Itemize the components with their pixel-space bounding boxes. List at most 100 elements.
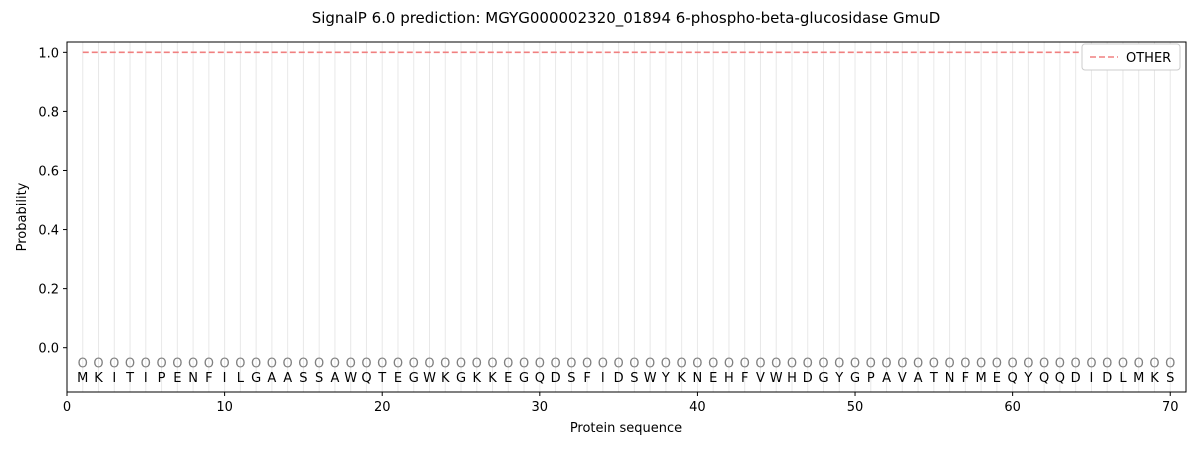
residue-letter: T	[125, 371, 134, 386]
residue-letter: D	[551, 371, 561, 386]
residue-label: O	[440, 356, 450, 371]
residue-label: O	[755, 356, 765, 371]
residue-letter: M	[77, 371, 88, 386]
residue-letter: F	[205, 371, 212, 386]
residue-letter: E	[504, 371, 512, 386]
residue-letter: G	[409, 371, 419, 386]
residue-letter: E	[173, 371, 181, 386]
residue-label: O	[456, 356, 466, 371]
residue-label: O	[235, 356, 245, 371]
residue-label: O	[881, 356, 891, 371]
residue-letter: N	[188, 371, 198, 386]
residue-letter: Q	[1055, 371, 1065, 386]
residue-label: O	[1071, 356, 1081, 371]
residue-label: O	[283, 356, 293, 371]
residue-letter: K	[1150, 371, 1159, 386]
residue-label: O	[314, 356, 324, 371]
residue-label: O	[944, 356, 954, 371]
residue-label: O	[424, 356, 434, 371]
residue-label: O	[472, 356, 482, 371]
residue-letter: S	[567, 371, 575, 386]
residue-label: O	[724, 356, 734, 371]
residue-letter: A	[882, 371, 891, 386]
residue-letter: Q	[535, 371, 545, 386]
residue-letter: P	[867, 371, 875, 386]
residue-label: O	[1149, 356, 1159, 371]
x-tick-label: 60	[1004, 400, 1021, 415]
residue-label: O	[188, 356, 198, 371]
x-tick-label: 0	[63, 400, 71, 415]
residue-label: O	[330, 356, 340, 371]
residue-label: O	[771, 356, 781, 371]
residue-label: O	[267, 356, 277, 371]
residue-label: O	[251, 356, 261, 371]
residue-label: O	[598, 356, 608, 371]
y-axis-label: Probability	[15, 182, 30, 251]
residue-label: O	[219, 356, 229, 371]
residue-letter: G	[850, 371, 860, 386]
chart-title: SignalP 6.0 prediction: MGYG000002320_01…	[312, 9, 941, 28]
residue-letter: D	[614, 371, 624, 386]
residue-letter: Y	[1023, 371, 1032, 386]
residue-letter: D	[803, 371, 813, 386]
x-tick-label: 20	[374, 400, 391, 415]
residue-label: O	[787, 356, 797, 371]
residue-letter: G	[519, 371, 529, 386]
residue-label: O	[141, 356, 151, 371]
residue-letter: I	[1090, 371, 1094, 386]
residue-label: O	[834, 356, 844, 371]
y-tick-label: 0.4	[38, 224, 59, 239]
residue-label: O	[535, 356, 545, 371]
residue-letter: K	[488, 371, 497, 386]
x-tick-label: 50	[847, 400, 864, 415]
residue-letter: K	[473, 371, 482, 386]
residue-label: O	[1165, 356, 1175, 371]
residue-letter: K	[94, 371, 103, 386]
residue-label: O	[929, 356, 939, 371]
legend-label: OTHER	[1126, 51, 1171, 66]
x-axis-label: Protein sequence	[570, 421, 682, 436]
y-tick-label: 0.6	[38, 164, 59, 179]
residue-letter: I	[112, 371, 116, 386]
residue-label: O	[1055, 356, 1065, 371]
residue-label: O	[298, 356, 308, 371]
residue-label: O	[1134, 356, 1144, 371]
residue-label: O	[850, 356, 860, 371]
residue-label: O	[566, 356, 576, 371]
residue-letter: S	[630, 371, 638, 386]
x-tick-label: 40	[689, 400, 706, 415]
residue-letter: T	[929, 371, 938, 386]
residue-label: O	[78, 356, 88, 371]
residue-label: O	[109, 356, 119, 371]
residue-letter: G	[818, 371, 828, 386]
residue-letter: I	[144, 371, 148, 386]
residue-label: O	[204, 356, 214, 371]
residue-letter: M	[1133, 371, 1144, 386]
residue-label: O	[377, 356, 387, 371]
residue-label: O	[897, 356, 907, 371]
residue-letter: N	[945, 371, 955, 386]
residue-letter: V	[756, 371, 765, 386]
residue-letter: V	[898, 371, 907, 386]
residue-letter: G	[251, 371, 261, 386]
residue-letter: D	[1071, 371, 1081, 386]
residue-letter: A	[330, 371, 339, 386]
residue-letter: H	[724, 371, 734, 386]
residue-label: O	[550, 356, 560, 371]
residue-letter: Y	[661, 371, 670, 386]
residue-letter: E	[709, 371, 717, 386]
residue-letter: W	[344, 371, 357, 386]
x-tick-label: 10	[216, 400, 233, 415]
residue-label: O	[976, 356, 986, 371]
residue-label: O	[156, 356, 166, 371]
residue-letter: S	[315, 371, 323, 386]
residue-label: O	[614, 356, 624, 371]
y-tick-label: 0.2	[38, 283, 59, 298]
residue-letter: F	[583, 371, 590, 386]
residue-label: O	[503, 356, 513, 371]
y-tick-label: 1.0	[38, 46, 59, 61]
residue-letter: T	[377, 371, 386, 386]
residue-label: O	[1023, 356, 1033, 371]
legend-box	[1081, 43, 1181, 71]
